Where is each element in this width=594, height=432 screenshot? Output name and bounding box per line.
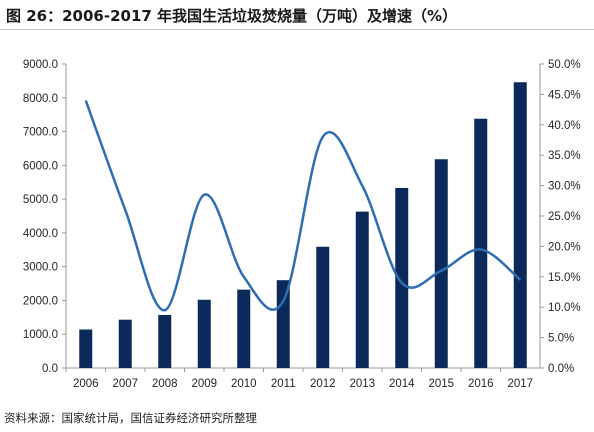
x-axis-tick-label: 2012 bbox=[310, 378, 336, 390]
right-axis-tick-label: 50.0% bbox=[548, 59, 581, 71]
left-axis-tick-label: 4000.0 bbox=[23, 228, 58, 240]
left-axis-tick-label: 7000.0 bbox=[23, 127, 58, 139]
right-axis-tick-label: 45.0% bbox=[548, 89, 581, 101]
left-axis-tick-label: 5000.0 bbox=[23, 194, 58, 206]
x-axis-tick-label: 2008 bbox=[152, 378, 178, 390]
right-axis-tick-label: 20.0% bbox=[548, 241, 581, 253]
left-axis-tick-label: 9000.0 bbox=[23, 59, 58, 71]
x-axis-tick-label: 2011 bbox=[271, 378, 296, 390]
x-axis-tick-label: 2010 bbox=[231, 378, 257, 390]
bar bbox=[513, 82, 527, 369]
growth-rate-line bbox=[84, 100, 522, 312]
right-axis-tick-label: 0.0% bbox=[548, 363, 574, 375]
bar bbox=[237, 289, 251, 368]
x-axis-tick-label: 2014 bbox=[389, 378, 415, 390]
x-axis-tick-label: 2017 bbox=[507, 378, 533, 390]
bar bbox=[158, 314, 172, 368]
right-axis-tick-label: 40.0% bbox=[548, 120, 581, 132]
bar bbox=[276, 280, 290, 368]
title-bar: 图 26：2006-2017 年我国生活垃圾焚烧量（万吨）及增速（%） bbox=[0, 0, 594, 30]
x-axis-tick-label: 2006 bbox=[73, 378, 99, 390]
right-axis-tick-label: 5.0% bbox=[548, 333, 574, 345]
x-axis-tick-label: 2015 bbox=[428, 378, 454, 390]
left-axis-tick-label: 8000.0 bbox=[23, 93, 58, 105]
bar bbox=[118, 319, 132, 368]
x-axis-tick-label: 2013 bbox=[349, 378, 375, 390]
right-axis-tick-label: 15.0% bbox=[548, 272, 581, 284]
bar bbox=[474, 118, 488, 368]
left-axis-tick-label: 6000.0 bbox=[23, 160, 58, 172]
left-axis-tick-label: 1000.0 bbox=[23, 329, 58, 341]
chart: 0.0 1000.0 2000.0 3000.0 4000.0 5000.0 6000.0 7… bbox=[23, 59, 581, 390]
chart-title: 图 26：2006-2017 年我国生活垃圾焚烧量（万吨）及增速（%） bbox=[6, 7, 458, 25]
bar bbox=[434, 159, 448, 368]
right-axis-tick-label: 35.0% bbox=[548, 150, 581, 162]
bar bbox=[316, 246, 330, 368]
x-axis-tick-label: 2016 bbox=[468, 378, 494, 390]
x-axis-tick-label: 2007 bbox=[112, 378, 138, 390]
bar bbox=[355, 211, 369, 368]
left-axis-tick-label: 3000.0 bbox=[23, 262, 58, 274]
right-axis-tick-label: 25.0% bbox=[548, 211, 581, 223]
left-axis-tick-label: 2000.0 bbox=[23, 295, 58, 307]
left-axis-tick-label: 0.0 bbox=[42, 363, 58, 375]
right-axis-tick-label: 10.0% bbox=[548, 302, 581, 314]
bar bbox=[79, 329, 93, 368]
bar bbox=[197, 299, 211, 368]
source-note: 资料来源：国家统计局，国信证券经济研究所整理 bbox=[4, 411, 257, 425]
bar bbox=[395, 187, 409, 368]
right-axis-tick-label: 30.0% bbox=[548, 181, 581, 193]
x-axis-tick-label: 2009 bbox=[191, 378, 217, 390]
